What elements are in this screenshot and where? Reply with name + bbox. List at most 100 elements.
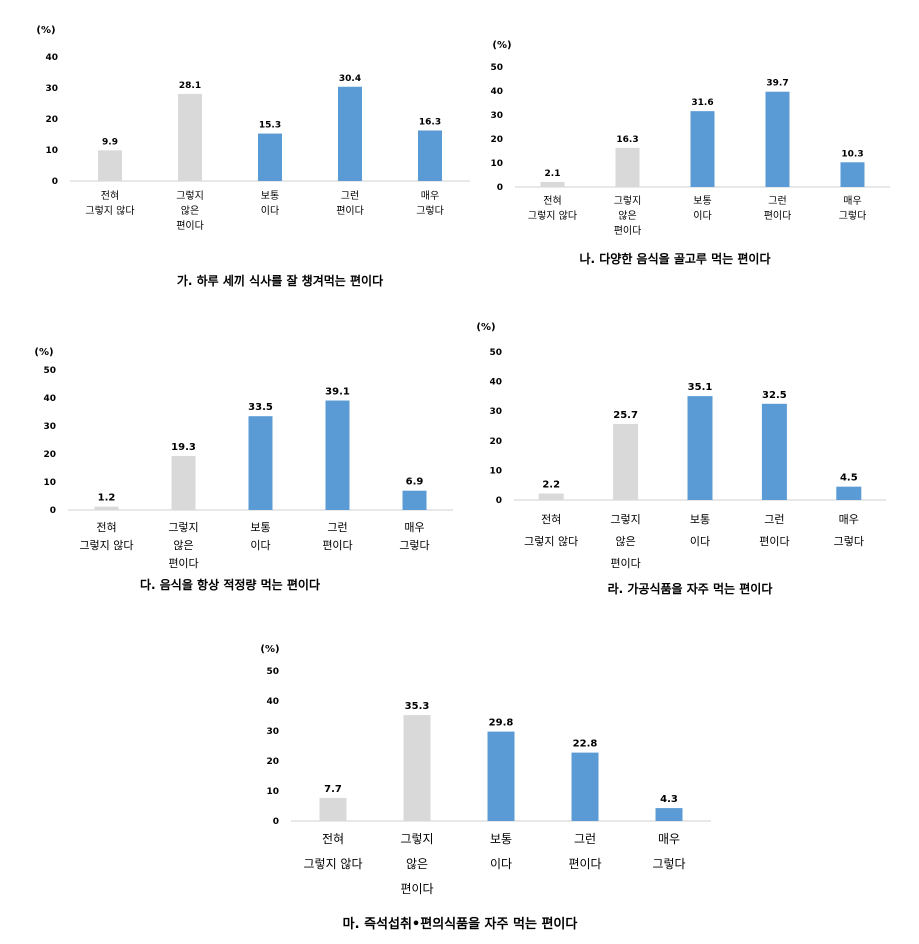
x-tick-label: 않은 — [615, 535, 635, 548]
chart-title: 가. 하루 세끼 식사를 잘 챙겨먹는 편이다 — [177, 273, 383, 288]
value-label: 35.3 — [405, 701, 430, 712]
chart-title: 다. 음식을 항상 적정량 먹는 편이다 — [140, 577, 320, 592]
y-unit-label: (%) — [476, 322, 495, 333]
x-tick-label: 그런 — [574, 832, 596, 846]
y-tick-label: 30 — [489, 407, 502, 417]
x-tick-label: 편이다 — [764, 210, 792, 222]
x-tick-label: 그렇다 — [839, 209, 867, 222]
value-label: 1.2 — [98, 493, 116, 504]
y-tick-label: 40 — [489, 378, 502, 388]
y-tick-label: 20 — [266, 757, 279, 767]
value-label: 15.3 — [259, 121, 281, 131]
value-label: 28.1 — [179, 81, 201, 91]
y-tick-label: 10 — [266, 787, 279, 797]
x-tick-label: 편이다 — [336, 205, 364, 217]
bar — [325, 400, 350, 510]
bar — [94, 506, 119, 510]
x-tick-label: 그렇지 — [614, 194, 642, 207]
y-tick-label: 40 — [43, 394, 56, 404]
bar — [690, 111, 715, 187]
x-tick-label: 그렇다 — [652, 856, 685, 871]
bar — [338, 86, 362, 181]
bar — [540, 181, 565, 187]
x-tick-label: 그렇다 — [399, 539, 429, 552]
y-tick-label: 0 — [52, 177, 58, 187]
y-tick-label: 0 — [50, 506, 56, 516]
bar — [765, 91, 790, 187]
bar — [538, 493, 564, 500]
value-label: 16.3 — [616, 135, 638, 145]
x-tick-label: 편이다 — [400, 882, 433, 896]
y-tick-label: 30 — [43, 422, 56, 432]
x-tick-label: 편이다 — [168, 557, 198, 570]
x-tick-label: 그렇지 않다 — [524, 535, 578, 548]
value-label: 39.7 — [766, 79, 788, 89]
y-tick-label: 40 — [490, 87, 503, 97]
x-tick-label: 매우 — [839, 513, 859, 526]
x-tick-label: 매우 — [843, 195, 861, 207]
x-tick-label: 않은 — [406, 857, 428, 871]
x-tick-label: 그런 — [341, 190, 359, 202]
x-tick-label: 편이다 — [322, 539, 352, 552]
chart-title: 마. 즉석섭취•편의식품을 자주 먹는 편이다 — [343, 916, 578, 932]
y-tick-label: 20 — [490, 135, 503, 145]
bar — [418, 130, 442, 181]
bar — [761, 403, 787, 500]
x-tick-label: 보통 — [693, 195, 711, 207]
x-tick-label: 편이다 — [610, 557, 640, 570]
x-tick-label: 전혀 — [96, 521, 116, 534]
y-tick-label: 10 — [43, 478, 56, 488]
x-tick-label: 그런 — [764, 513, 784, 526]
y-tick-label: 20 — [489, 437, 502, 447]
y-tick-label: 30 — [45, 84, 58, 94]
y-tick-label: 10 — [45, 146, 58, 156]
value-label: 39.1 — [325, 387, 350, 398]
y-unit-label: (%) — [36, 25, 55, 36]
value-label: 6.9 — [406, 477, 424, 488]
value-label: 30.4 — [339, 74, 361, 84]
bar — [836, 486, 862, 500]
y-tick-label: 30 — [266, 727, 279, 737]
value-label: 32.5 — [762, 390, 787, 401]
value-label: 9.9 — [102, 137, 118, 147]
bar — [403, 715, 431, 821]
x-tick-label: 편이다 — [568, 857, 601, 871]
y-unit-label: (%) — [34, 347, 53, 358]
x-tick-label: 편이다 — [759, 535, 789, 548]
x-tick-label: 전혀 — [543, 195, 561, 207]
x-tick-label: 전혀 — [541, 513, 561, 526]
x-tick-label: 그런 — [327, 521, 347, 534]
value-label: 2.1 — [545, 169, 561, 179]
y-tick-label: 50 — [490, 63, 503, 73]
y-tick-label: 0 — [497, 183, 503, 193]
y-tick-label: 0 — [496, 496, 502, 506]
y-tick-label: 40 — [45, 53, 58, 63]
x-tick-label: 매우 — [658, 832, 680, 846]
x-tick-label: 매우 — [404, 521, 424, 534]
x-tick-label: 않은 — [618, 210, 636, 222]
x-tick-label: 그렇다 — [834, 535, 864, 548]
x-tick-label: 전혀 — [101, 190, 119, 202]
x-tick-label: 않은 — [173, 539, 193, 552]
bar — [687, 396, 713, 500]
x-tick-label: 이다 — [690, 535, 710, 548]
value-label: 25.7 — [613, 410, 638, 421]
x-tick-label: 보통 — [261, 190, 279, 202]
x-tick-label: 이다 — [693, 210, 711, 222]
x-tick-label: 보통 — [490, 832, 512, 846]
bar — [613, 423, 639, 500]
value-label: 16.3 — [419, 117, 441, 127]
x-tick-label: 그렇지 않다 — [303, 856, 362, 871]
bar — [615, 147, 640, 187]
bar — [319, 797, 347, 821]
value-label: 10.3 — [841, 149, 863, 159]
x-tick-label: 그런 — [768, 195, 786, 207]
x-tick-label: 편이다 — [176, 220, 204, 232]
bar — [98, 150, 122, 181]
value-label: 19.3 — [171, 442, 196, 453]
bar — [171, 455, 196, 510]
